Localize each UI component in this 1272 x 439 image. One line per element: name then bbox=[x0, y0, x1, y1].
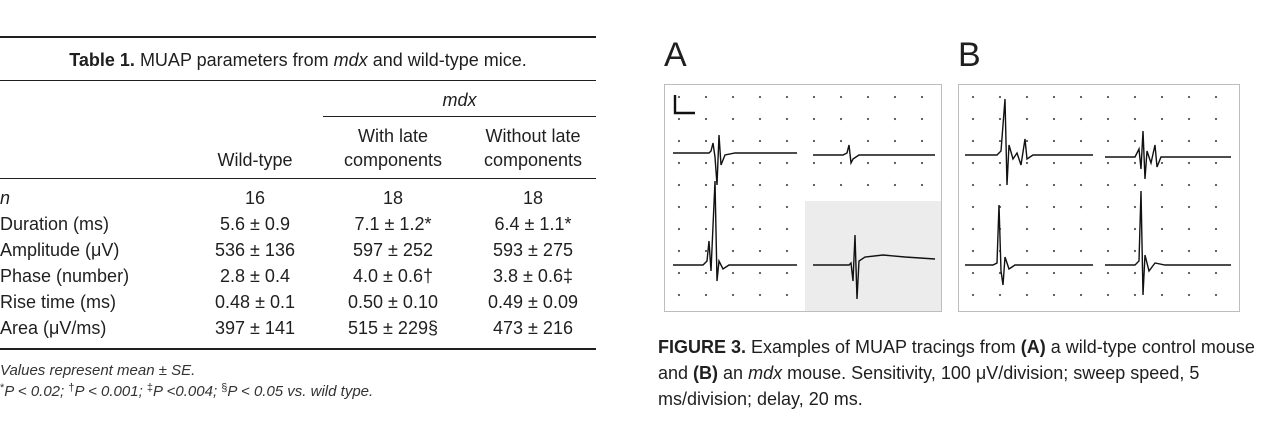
cell-wild: 16 bbox=[244, 188, 266, 208]
caption-rule bbox=[0, 80, 596, 81]
table-caption-text: MUAP parameters from bbox=[134, 50, 334, 70]
panel-label-b: B bbox=[958, 36, 981, 74]
figure-caption-text-2: a wild-type control mouse and bbox=[658, 337, 1255, 383]
header-rule bbox=[0, 178, 596, 179]
trace-a-top-right bbox=[813, 144, 935, 166]
table-caption-text-end: and wild-type mice. bbox=[367, 50, 527, 70]
row-label: n bbox=[0, 188, 11, 208]
panel-b-svg bbox=[965, 95, 1231, 297]
cell-nolate: 473 ± 216 bbox=[493, 318, 573, 338]
cell-wild: 536 ± 136 bbox=[215, 240, 295, 260]
cell-nolate: 593 ± 275 bbox=[493, 240, 573, 260]
trace-a-bottom-left bbox=[673, 180, 797, 282]
table-caption: Table 1. MUAP parameters from mdx and wi… bbox=[0, 50, 596, 71]
cell-late: 7.1 ± 1.2* bbox=[354, 214, 432, 234]
figure-caption-mdx: mdx bbox=[748, 363, 783, 383]
figure-caption-text-1: Examples of MUAP tracings from bbox=[746, 337, 1021, 357]
group-header-mdx: mdx bbox=[442, 90, 477, 110]
group-header-rule bbox=[323, 116, 596, 117]
row-label: Duration (ms) bbox=[0, 214, 110, 234]
figure-caption-label: FIGURE 3. bbox=[658, 337, 747, 357]
table-note-values: Values represent mean ± SE. bbox=[0, 362, 196, 379]
cell-wild: 2.8 ± 0.4 bbox=[220, 266, 290, 286]
panel-b-tracings bbox=[958, 84, 1240, 312]
trace-a-bottom-right bbox=[813, 234, 936, 300]
cell-late: 4.0 ± 0.6† bbox=[353, 266, 433, 286]
cell-late: 0.50 ± 0.10 bbox=[348, 292, 438, 312]
trace-b-bottom-left bbox=[965, 204, 1093, 286]
row-label: Phase (number) bbox=[0, 266, 130, 286]
col-header-without-late-1: Without late bbox=[485, 126, 581, 146]
panel-label-a: A bbox=[664, 36, 687, 74]
trace-b-top-left bbox=[965, 98, 1093, 186]
cell-nolate: 18 bbox=[522, 188, 544, 208]
table-bottom-rule bbox=[0, 348, 596, 350]
cell-late: 18 bbox=[382, 188, 404, 208]
cell-late: 597 ± 252 bbox=[353, 240, 433, 260]
panel-a-tracings bbox=[664, 84, 942, 312]
panel-a-svg bbox=[673, 95, 941, 311]
figure-caption-a: (A) bbox=[1020, 337, 1046, 357]
trace-a-top-left bbox=[673, 134, 797, 186]
col-header-with-late-2: components bbox=[343, 150, 443, 170]
figure-caption-text-4: mouse. Sensitivity, 100 μV/division; swe… bbox=[658, 363, 1200, 409]
table-caption-label: Table 1. bbox=[69, 50, 135, 70]
col-header-without-late-2: components bbox=[483, 150, 583, 170]
cell-nolate: 3.8 ± 0.6‡ bbox=[493, 266, 573, 286]
row-label: Rise time (ms) bbox=[0, 292, 116, 312]
cell-late: 515 ± 229§ bbox=[348, 318, 438, 338]
row-label: Area (μV/ms) bbox=[0, 318, 107, 338]
cell-nolate: 0.49 ± 0.09 bbox=[488, 292, 578, 312]
figure-caption-text-3: an bbox=[718, 363, 749, 383]
cell-wild: 397 ± 141 bbox=[215, 318, 295, 338]
cell-wild: 5.6 ± 0.9 bbox=[220, 214, 290, 234]
table-note-significance: *P < 0.02; †P < 0.001; ‡P <0.004; §P < 0… bbox=[0, 382, 374, 400]
table-caption-italic: mdx bbox=[333, 50, 368, 70]
scale-bar bbox=[673, 95, 695, 115]
col-header-with-late-1: With late bbox=[357, 126, 429, 146]
trace-b-top-right bbox=[1105, 130, 1231, 180]
figure-caption: FIGURE 3. Examples of MUAP tracings from… bbox=[658, 334, 1268, 412]
row-label: Amplitude (μV) bbox=[0, 240, 120, 260]
trace-b-bottom-right bbox=[1105, 190, 1231, 296]
figure-caption-b: (B) bbox=[693, 363, 719, 383]
col-header-wild-type: Wild-type bbox=[217, 150, 293, 170]
cell-nolate: 6.4 ± 1.1* bbox=[494, 214, 572, 234]
table-top-rule bbox=[0, 36, 596, 38]
cell-wild: 0.48 ± 0.1 bbox=[215, 292, 295, 312]
